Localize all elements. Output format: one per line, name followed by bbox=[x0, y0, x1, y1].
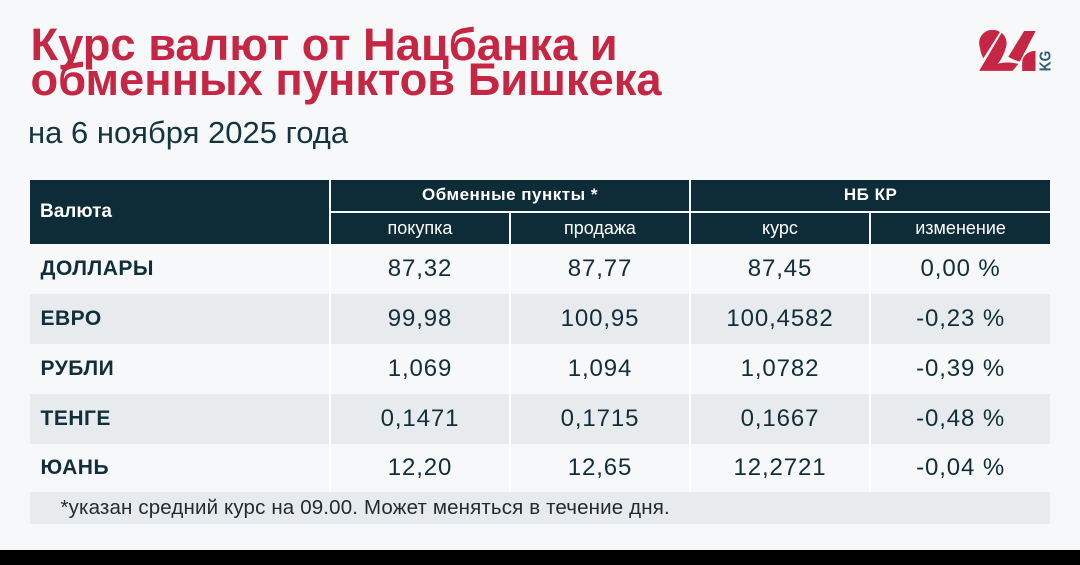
svg-text:KG: KG bbox=[1037, 50, 1052, 70]
